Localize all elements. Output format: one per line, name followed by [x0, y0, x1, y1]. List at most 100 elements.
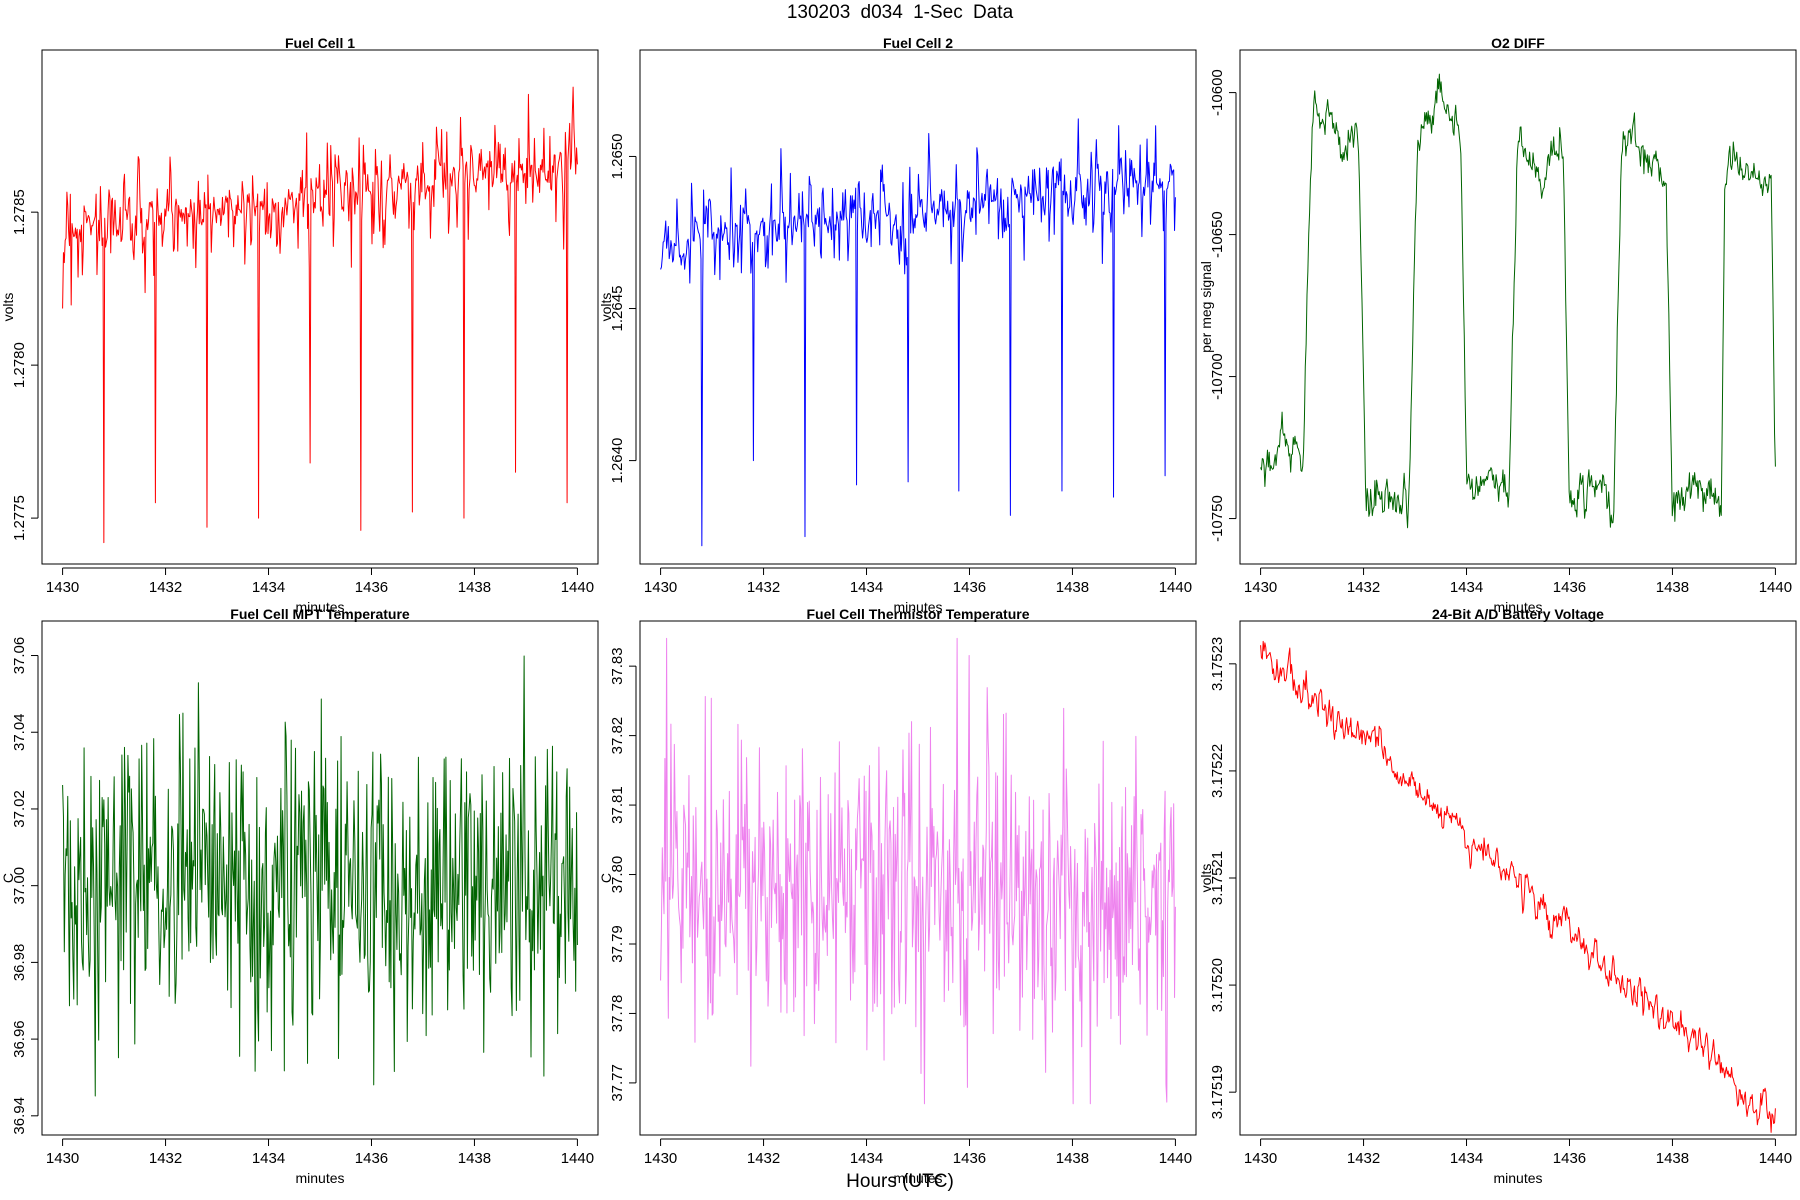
- x-tick-label: 1432: [149, 1150, 182, 1167]
- y-tick-label: 1.2645: [609, 286, 626, 332]
- x-axis-label: minutes: [1493, 1170, 1542, 1186]
- x-axis-label: minutes: [893, 1170, 942, 1186]
- x-axis-label: minutes: [893, 599, 942, 615]
- x-tick-label: 1432: [149, 579, 182, 596]
- y-tick-label: 3.17519: [1209, 1065, 1226, 1119]
- y-tick-label: -10700: [1209, 353, 1226, 400]
- series-line-fc1: [62, 86, 578, 544]
- panel-batt: 1430 1432 1434 1436 1438 1440 3.17519 3.17520 3.…: [1198, 606, 1797, 1186]
- x-axis-label: minutes: [295, 1170, 344, 1186]
- series-line-mpt: [62, 655, 578, 1097]
- x-tick-label: 1430: [644, 1150, 677, 1167]
- x-tick-label: 1430: [1244, 1150, 1277, 1167]
- y-tick-label: 36.94: [11, 1097, 28, 1135]
- y-tick-label: 36.96: [11, 1020, 28, 1058]
- x-tick-label: 1438: [1056, 579, 1089, 596]
- x-tick-label: 1434: [850, 1150, 883, 1167]
- x-tick-label: 1434: [252, 579, 285, 596]
- x-axis-label: minutes: [1493, 599, 1542, 615]
- y-axis-label: C: [598, 873, 614, 883]
- y-tick-label: 37.02: [11, 790, 28, 828]
- x-tick-label: 1436: [953, 1150, 986, 1167]
- y-tick-label: 1.2785: [11, 189, 28, 235]
- x-axis-label: minutes: [295, 599, 344, 615]
- y-tick-label: 1.2640: [609, 438, 626, 484]
- x-tick-label: 1440: [1159, 579, 1192, 596]
- panel-title: Fuel Cell Thermistor Temperature: [806, 606, 1029, 622]
- x-tick-label: 1440: [561, 579, 594, 596]
- y-tick-label: 3.17522: [1209, 744, 1226, 798]
- y-tick-label: 3.17523: [1209, 637, 1226, 691]
- x-tick-label: 1432: [1347, 579, 1380, 596]
- plot-frame: [639, 620, 1197, 1136]
- x-tick-label: 1436: [953, 579, 986, 596]
- y-tick-label: 37.80: [609, 856, 626, 894]
- x-tick-label: 1436: [1553, 579, 1586, 596]
- x-tick-label: 1440: [561, 1150, 594, 1167]
- y-tick-label: -10650: [1209, 211, 1226, 258]
- panel-title: Fuel Cell 1: [285, 35, 355, 51]
- y-axis-label: C: [0, 873, 16, 883]
- y-tick-label: 37.78: [609, 995, 626, 1033]
- plot-frame: [1239, 620, 1797, 1136]
- x-tick-label: 1432: [747, 1150, 780, 1167]
- panel-fc1: 1430 1432 1434 1436 1438 1440 1.2775 1.2780 1.27…: [0, 35, 599, 615]
- x-tick-label: 1438: [1656, 1150, 1689, 1167]
- y-tick-label: 37.06: [11, 637, 28, 675]
- x-tick-label: 1432: [1347, 1150, 1380, 1167]
- x-tick-label: 1440: [1159, 1150, 1192, 1167]
- plot-frame: [1239, 49, 1797, 565]
- plot-frame: [41, 49, 599, 565]
- y-tick-label: 37.81: [609, 786, 626, 824]
- panel-title: Fuel Cell MPT Temperature: [230, 606, 410, 622]
- x-tick-label: 1438: [1056, 1150, 1089, 1167]
- x-tick-label: 1434: [252, 1150, 285, 1167]
- plot-frame: [639, 49, 1197, 565]
- series-line-batt: [1260, 640, 1776, 1133]
- y-axis-label: per meg signal: [1198, 261, 1214, 353]
- panel-title: 24-Bit A/D Battery Voltage: [1432, 606, 1604, 622]
- y-tick-label: 37.00: [11, 867, 28, 905]
- y-tick-label: 1.2775: [11, 495, 28, 541]
- x-tick-label: 1440: [1759, 1150, 1792, 1167]
- panel-mpt: 1430 1432 1434 1436 1438 1440 36.94 36.96 36.98 3…: [0, 606, 599, 1186]
- x-tick-label: 1436: [355, 579, 388, 596]
- y-tick-label: 37.04: [11, 713, 28, 751]
- x-tick-label: 1430: [46, 579, 79, 596]
- y-tick-label: 1.2650: [609, 134, 626, 180]
- y-axis-label: volts: [0, 293, 16, 322]
- series-line-o2: [1260, 73, 1776, 529]
- x-tick-label: 1432: [747, 579, 780, 596]
- figure-x-axis-label: Hours (UTC): [846, 1171, 954, 1192]
- plot-frame: [41, 620, 599, 1136]
- y-tick-label: 37.79: [609, 925, 626, 963]
- y-axis-label: volts: [598, 293, 614, 322]
- panel-therm: 1430 1432 1434 1436 1438 1440 37.77 37.78 37.79 3…: [598, 606, 1197, 1186]
- x-tick-label: 1436: [1553, 1150, 1586, 1167]
- figure-title: 130203 d034 1-Sec Data: [786, 2, 1014, 23]
- y-tick-label: 37.77: [609, 1064, 626, 1102]
- panel-fc2: 1430 1432 1434 1436 1438 1440 1.2640 1.2645 1.26…: [598, 35, 1197, 615]
- x-tick-label: 1434: [1450, 579, 1483, 596]
- y-tick-label: 37.83: [609, 647, 626, 685]
- y-tick-label: 36.98: [11, 944, 28, 982]
- series-line-fc2: [660, 118, 1176, 547]
- x-tick-label: 1436: [355, 1150, 388, 1167]
- x-tick-label: 1430: [1244, 579, 1277, 596]
- x-tick-label: 1438: [458, 1150, 491, 1167]
- y-axis-label: volts: [1198, 864, 1214, 893]
- y-tick-label: 3.17521: [1209, 851, 1226, 905]
- series-line-therm: [660, 637, 1176, 1105]
- y-tick-label: -10600: [1209, 69, 1226, 116]
- y-tick-label: -10750: [1209, 495, 1226, 542]
- x-tick-label: 1434: [1450, 1150, 1483, 1167]
- x-tick-label: 1434: [850, 579, 883, 596]
- y-tick-label: 1.2780: [11, 342, 28, 388]
- panel-title: Fuel Cell 2: [883, 35, 953, 51]
- x-tick-label: 1430: [46, 1150, 79, 1167]
- y-tick-label: 37.82: [609, 717, 626, 755]
- panel-o2: 1430 1432 1434 1436 1438 1440 -10750 -10700 -106…: [1198, 35, 1797, 615]
- x-tick-label: 1438: [1656, 579, 1689, 596]
